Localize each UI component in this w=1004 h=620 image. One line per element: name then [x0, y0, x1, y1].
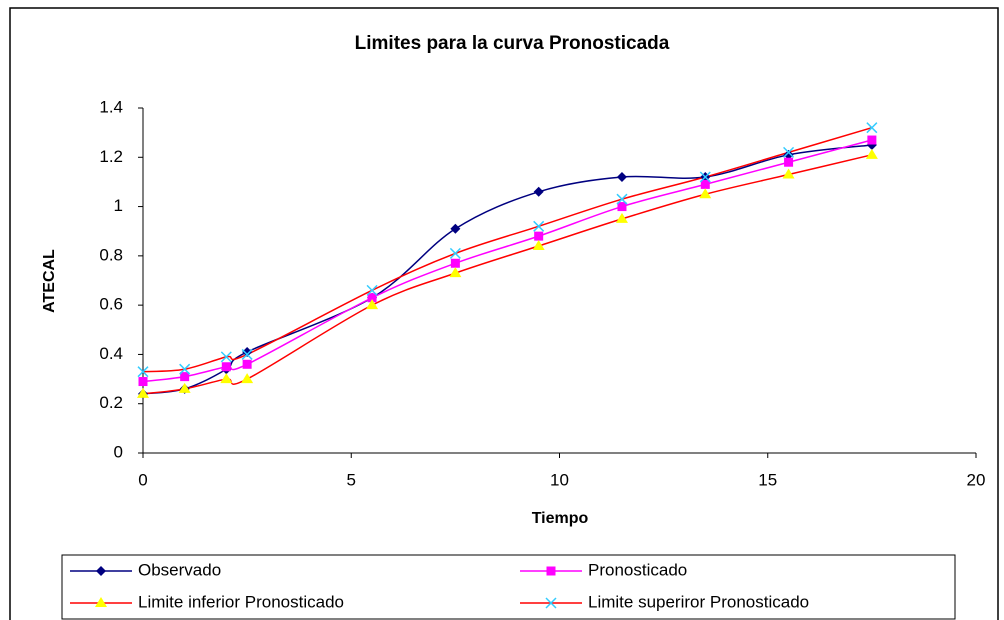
legend-marker	[546, 566, 556, 576]
data-point	[179, 363, 191, 375]
data-point	[617, 202, 627, 212]
y-tick-label: 0	[114, 442, 123, 461]
legend-box	[61, 554, 956, 620]
data-point	[450, 258, 460, 268]
data-point	[242, 346, 253, 357]
y-tick-label: 0.6	[99, 295, 123, 314]
data-point	[241, 348, 253, 360]
data-point	[699, 171, 711, 183]
y-tick-label: 0.8	[99, 245, 123, 264]
y-tick-label: 1.4	[99, 97, 123, 116]
data-point	[783, 149, 794, 160]
data-point	[241, 373, 254, 384]
y-tick-label: 1	[114, 196, 123, 215]
data-point	[137, 387, 149, 398]
x-tick-label: 0	[138, 470, 147, 489]
legend-label: Observado	[138, 560, 221, 579]
data-point	[449, 267, 462, 278]
chart-frame	[9, 7, 999, 620]
data-point	[450, 223, 461, 234]
y-tick-label: 0.4	[99, 344, 123, 363]
x-axis-title: Tiempo	[532, 510, 589, 527]
data-point	[700, 179, 710, 189]
y-axis-title: ATECAL	[41, 249, 58, 313]
data-point	[866, 122, 878, 134]
data-point	[220, 351, 232, 363]
data-point	[532, 240, 545, 250]
legend-label: Pronosticado	[588, 560, 687, 579]
x-tick-label: 15	[758, 470, 777, 489]
legend-marker	[96, 566, 106, 576]
data-point	[178, 382, 191, 393]
legend-marker	[545, 597, 557, 609]
data-point	[865, 148, 878, 159]
data-point	[366, 284, 378, 296]
data-point	[783, 146, 795, 158]
x-tick-label: 20	[967, 470, 986, 489]
data-point	[221, 362, 231, 372]
data-point	[616, 193, 628, 205]
data-point	[782, 168, 795, 179]
data-point	[180, 372, 190, 382]
data-point	[449, 247, 461, 259]
data-point	[366, 299, 379, 310]
data-point	[616, 172, 627, 182]
data-point	[220, 373, 233, 384]
y-tick-label: 0.2	[99, 393, 123, 412]
data-point	[138, 377, 148, 387]
data-point	[533, 220, 545, 232]
data-point	[533, 186, 544, 197]
legend-marker	[95, 597, 107, 607]
y-tick-label: 1.2	[99, 147, 123, 166]
data-point	[137, 366, 149, 378]
legend-label: Limite inferior Pronosticado	[138, 592, 344, 611]
data-point	[242, 359, 252, 369]
x-tick-label: 10	[550, 470, 569, 489]
data-point	[699, 188, 712, 199]
data-point	[615, 212, 628, 223]
data-point	[534, 231, 544, 241]
data-point	[367, 293, 377, 303]
legend-label: Limite superiror Pronosticado	[588, 592, 809, 611]
data-point	[784, 157, 794, 167]
chart-title: Limites para la curva Pronosticada	[355, 33, 670, 54]
data-point	[867, 135, 877, 145]
x-tick-label: 5	[347, 470, 356, 489]
